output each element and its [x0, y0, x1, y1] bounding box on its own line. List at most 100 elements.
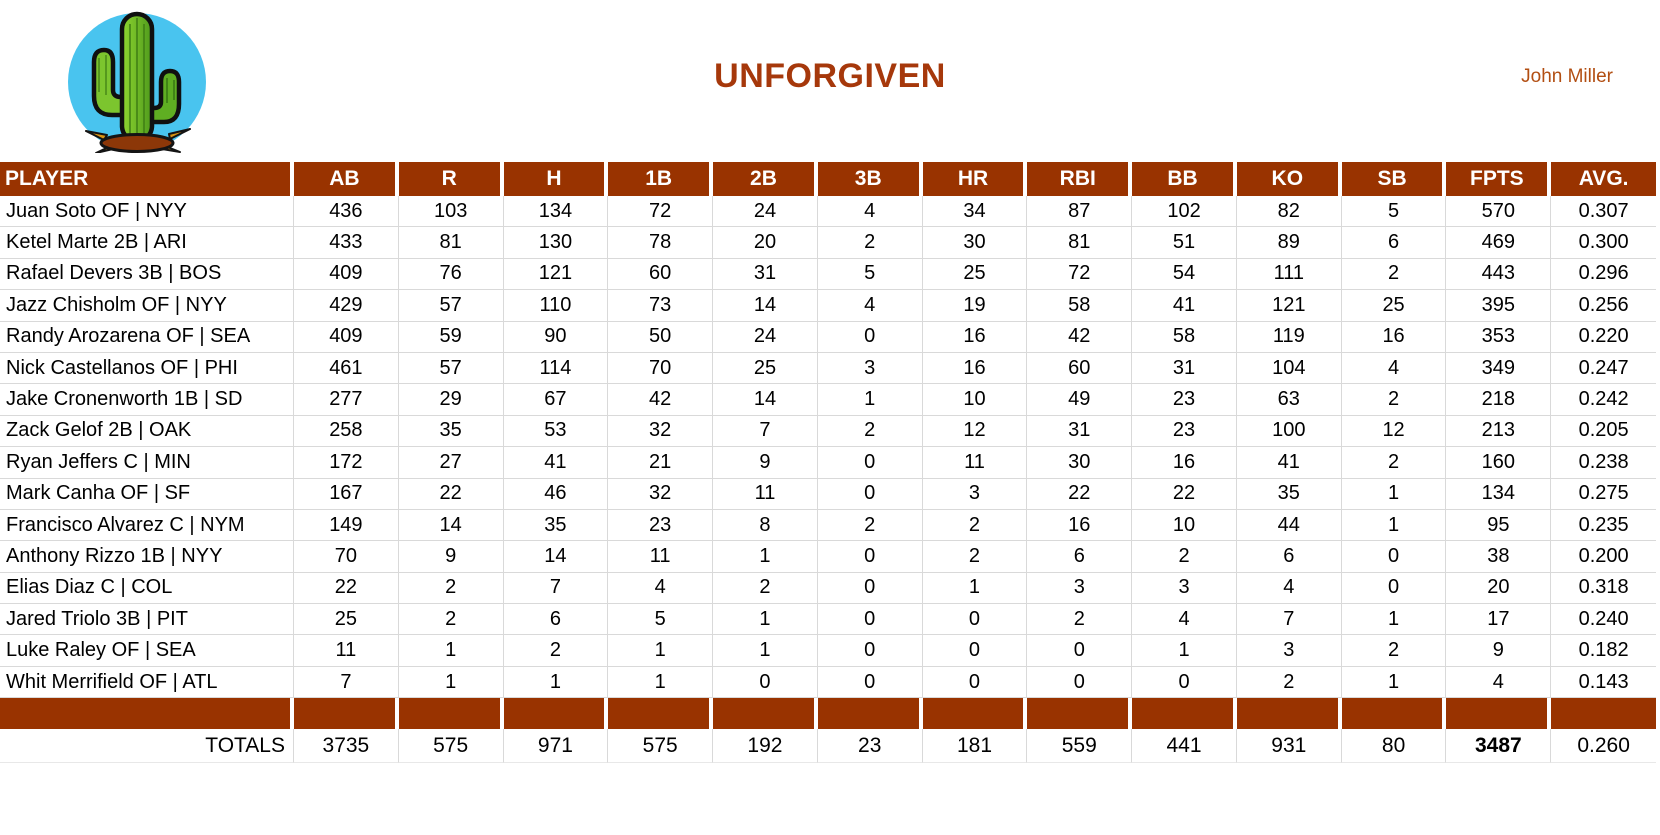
stat-cell: 353	[1446, 321, 1552, 353]
stat-cell: 11	[608, 541, 714, 573]
stat-cell: 89	[1236, 227, 1342, 259]
stat-cell: 10	[1132, 509, 1237, 542]
stat-cell: 0.205	[1551, 415, 1656, 448]
stat-cell: 2	[817, 415, 923, 448]
stat-cell: 58	[1027, 290, 1133, 322]
stat-cell: 60	[1027, 352, 1133, 385]
stat-cell: 119	[1236, 321, 1342, 353]
stat-cell: 6	[1341, 227, 1447, 259]
stat-cell: 24	[713, 196, 818, 228]
stat-cell: 0.296	[1551, 258, 1656, 291]
totals-stat-cell: 575	[398, 729, 504, 764]
stat-cell: 0.240	[1551, 604, 1656, 636]
stat-cell: 57	[398, 290, 504, 322]
stat-cell: 82	[1236, 196, 1342, 228]
stat-cell: 1	[608, 635, 714, 667]
stat-cell: 3	[817, 352, 923, 385]
totals-stat-cell: 3735	[294, 729, 399, 764]
page-header: UNFORGIVEN John Miller	[0, 0, 1660, 162]
stat-cell: 0	[817, 321, 923, 353]
stat-cell: 16	[1341, 321, 1447, 353]
stat-cell: 57	[398, 352, 504, 385]
player-cell: Zack Gelof 2B | OAK	[0, 415, 294, 448]
totals-stat-cell: 575	[608, 729, 714, 764]
stat-cell: 429	[294, 290, 399, 322]
table-row: Rafael Devers 3B | BOS 409 76 121 60 31 5 25 72 5…	[0, 258, 1656, 291]
column-header-r: R	[398, 162, 504, 196]
stat-cell: 0	[1341, 572, 1447, 605]
team-logo-cactus	[66, 0, 208, 155]
stat-cell: 34	[922, 196, 1028, 228]
separator-cell	[1027, 698, 1133, 730]
stat-cell: 2	[817, 509, 923, 542]
stat-cell: 35	[503, 509, 609, 542]
stat-cell: 9	[398, 541, 504, 573]
stat-cell: 0.143	[1551, 666, 1656, 699]
stat-cell: 44	[1236, 509, 1342, 542]
stat-cell: 167	[294, 478, 399, 510]
stat-cell: 2	[1341, 258, 1447, 291]
stat-cell: 3	[1236, 635, 1342, 667]
stat-cell: 149	[294, 509, 399, 542]
stat-cell: 4	[1446, 666, 1552, 699]
stat-cell: 7	[713, 415, 818, 448]
stat-cell: 461	[294, 352, 399, 385]
stat-cell: 0	[1027, 635, 1133, 667]
stat-cell: 4	[1132, 604, 1237, 636]
stat-cell: 14	[713, 290, 818, 322]
stat-cell: 58	[1132, 321, 1237, 353]
stat-cell: 103	[398, 196, 504, 228]
stat-cell: 22	[1132, 478, 1237, 510]
stat-cell: 2	[1132, 541, 1237, 573]
stat-cell: 110	[503, 290, 609, 322]
stat-cell: 14	[398, 509, 504, 542]
totals-stat-cell: 931	[1236, 729, 1342, 764]
stat-cell: 2	[398, 604, 504, 636]
separator-cell	[713, 698, 818, 730]
table-header-row: PLAYER AB R H 1B 2B 3B HR RBI BB KO SB FPTS AVG.	[0, 162, 1656, 196]
stat-cell: 2	[503, 635, 609, 667]
column-header-1b: 1B	[608, 162, 714, 196]
stat-cell: 35	[1236, 478, 1342, 510]
table-row: Jazz Chisholm OF | NYY 429 57 110 73 14 4 19 58 4…	[0, 290, 1656, 322]
stat-cell: 0.307	[1551, 196, 1656, 228]
stat-cell: 0.300	[1551, 227, 1656, 259]
separator-cell	[294, 698, 399, 730]
player-cell: Jared Triolo 3B | PIT	[0, 604, 294, 636]
stat-cell: 11	[294, 635, 399, 667]
stat-cell: 1	[713, 635, 818, 667]
player-cell: Jazz Chisholm OF | NYY	[0, 290, 294, 322]
stat-cell: 114	[503, 352, 609, 385]
stat-cell: 0	[817, 478, 923, 510]
column-header-2b: 2B	[713, 162, 818, 196]
column-header-bb: BB	[1132, 162, 1237, 196]
stat-cell: 111	[1236, 258, 1342, 291]
separator-row	[0, 698, 1656, 730]
stat-cell: 0	[817, 541, 923, 573]
stat-cell: 30	[922, 227, 1028, 259]
stat-cell: 24	[713, 321, 818, 353]
table-row: Randy Arozarena OF | SEA 409 59 90 50 24 0 16 42…	[0, 321, 1656, 353]
separator-cell	[817, 698, 923, 730]
stat-cell: 5	[1341, 196, 1447, 228]
separator-cell	[503, 698, 609, 730]
stat-cell: 1	[817, 384, 923, 416]
stat-cell: 0.242	[1551, 384, 1656, 416]
stat-cell: 172	[294, 447, 399, 479]
stat-cell: 213	[1446, 415, 1552, 448]
stat-cell: 0.247	[1551, 352, 1656, 385]
stat-cell: 29	[398, 384, 504, 416]
stat-cell: 0.220	[1551, 321, 1656, 353]
player-cell: Jake Cronenworth 1B | SD	[0, 384, 294, 416]
stat-cell: 81	[1027, 227, 1133, 259]
owner-name: John Miller	[1521, 66, 1613, 87]
stat-cell: 2	[1236, 666, 1342, 699]
stat-cell: 100	[1236, 415, 1342, 448]
stat-cell: 258	[294, 415, 399, 448]
stat-cell: 4	[817, 196, 923, 228]
stat-cell: 1	[1341, 509, 1447, 542]
stat-cell: 16	[1132, 447, 1237, 479]
stat-cell: 0	[817, 635, 923, 667]
stat-cell: 21	[608, 447, 714, 479]
stat-cell: 95	[1446, 509, 1552, 542]
